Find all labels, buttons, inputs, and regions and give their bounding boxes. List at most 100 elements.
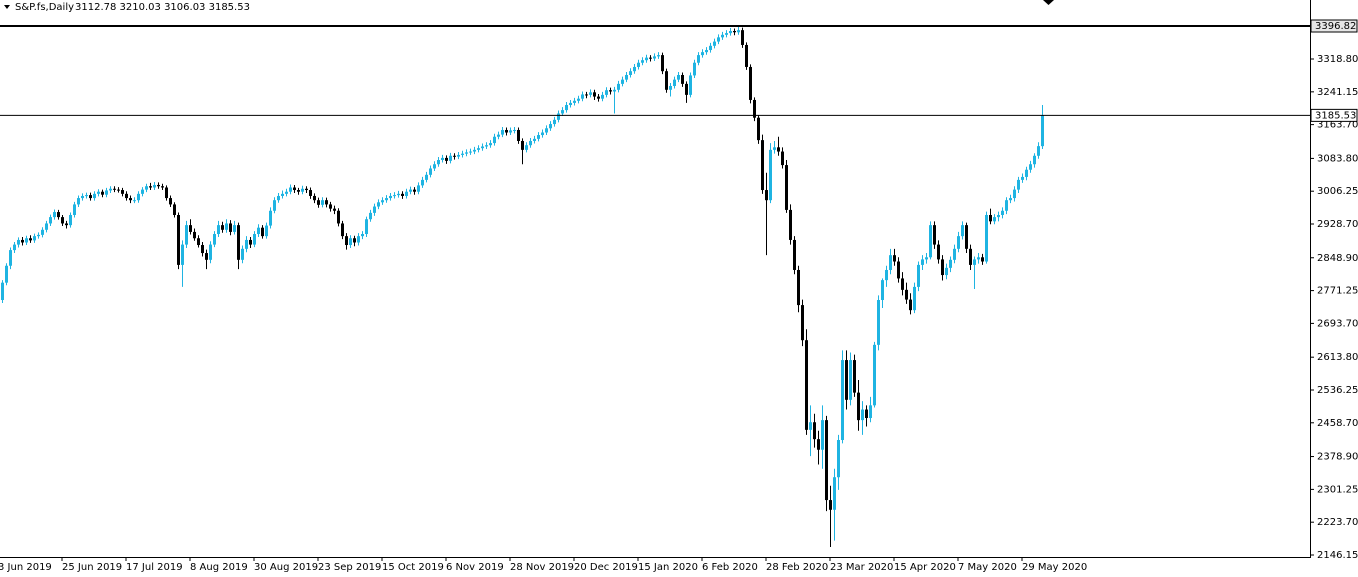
candle-body [861,409,864,421]
candle-body [789,209,792,240]
candle-body [85,195,88,197]
candle-body [525,145,528,150]
candle-body [877,300,880,345]
candle-body [197,238,200,246]
candle-body [741,30,744,45]
candle-body [945,267,948,276]
candle-body [289,187,292,192]
candle-body [565,105,568,111]
candle-body [113,188,116,190]
candle-body [969,248,972,265]
candle-body [989,214,992,222]
candle-body [21,239,24,243]
candle-body [229,223,232,232]
y-tick-label: 2771.25 [1317,286,1358,297]
candle-body [485,145,488,147]
candle-body [649,57,652,59]
candle-body [633,66,636,72]
y-tick-label: 3006.25 [1317,186,1358,197]
candle-body [957,236,960,249]
candle-body [541,132,544,136]
candle-body [865,409,868,419]
candle-body [661,55,664,72]
candle-body [53,212,56,218]
candle-body [581,94,584,99]
y-tick-label: 2301.25 [1317,484,1358,495]
y-tick-label: 3241.15 [1317,87,1358,98]
candle-body [365,219,368,235]
candle-body [717,37,720,42]
x-tick-label: 3 Jun 2019 [0,562,52,573]
candle-body [473,149,476,152]
candle-body [805,340,808,430]
candle-body [1033,155,1036,165]
candle-body [597,96,600,99]
x-tick-label: 7 May 2020 [958,562,1017,573]
candle-body [825,420,828,501]
candle-body [869,405,872,419]
x-tick-label: 6 Nov 2019 [446,562,504,573]
candle-body [713,41,716,46]
candle-body [285,191,288,194]
candle-body [57,212,60,218]
candle-body [77,198,80,205]
candle-body [381,200,384,203]
level-label: 3396.82 [1315,21,1356,32]
candle-body [841,360,844,441]
candle-body [553,119,556,125]
candle-body [921,259,924,265]
candle-body [609,90,612,92]
candle-body [401,193,404,196]
candle-body [93,193,96,199]
candle-body [781,151,784,166]
candle-body [621,79,624,84]
shift-marker [1043,0,1054,5]
candle-body [293,187,296,191]
candle-body [345,236,348,246]
candle-body [1029,164,1032,170]
candle-body [777,147,780,152]
candle-body [685,83,688,95]
candle-body [245,239,248,249]
candle-body [417,185,420,192]
candle-body [665,71,668,90]
candle-body [881,280,884,301]
candle-body [853,360,856,393]
candle-body [333,208,336,211]
candle-body [693,62,696,76]
x-tick-label: 29 May 2020 [1022,562,1087,573]
candle-body [833,477,836,510]
candle-body [653,56,656,59]
candle-body [549,124,552,129]
x-tick-label: 17 Jul 2019 [126,562,183,573]
candle-body [605,90,608,95]
candle-body [309,190,312,196]
candle-body [25,238,28,243]
candle-body [657,55,660,57]
candle-body [33,236,36,241]
candle-body [589,92,592,95]
x-tick-label: 25 Jun 2019 [62,562,122,573]
x-tick-label: 6 Feb 2020 [702,562,758,573]
candle-body [145,186,148,190]
candle-body [1021,176,1024,180]
candle-body [269,210,272,226]
candle-body [749,66,752,100]
candle-body [673,79,676,86]
candle-body [305,188,308,191]
candle-body [353,238,356,243]
candle-body [501,129,504,135]
candle-body [925,257,928,260]
candle-body [965,225,968,249]
candle-body [129,198,132,201]
candle-body [49,217,52,224]
candle-body [901,278,904,290]
candle-body [669,85,672,90]
candle-body [797,269,800,306]
candle-body [61,217,64,224]
candle-body [213,234,216,245]
candle-body [469,151,472,153]
candle-body [985,214,988,262]
candle-body [81,195,84,199]
candle-body [545,128,548,133]
